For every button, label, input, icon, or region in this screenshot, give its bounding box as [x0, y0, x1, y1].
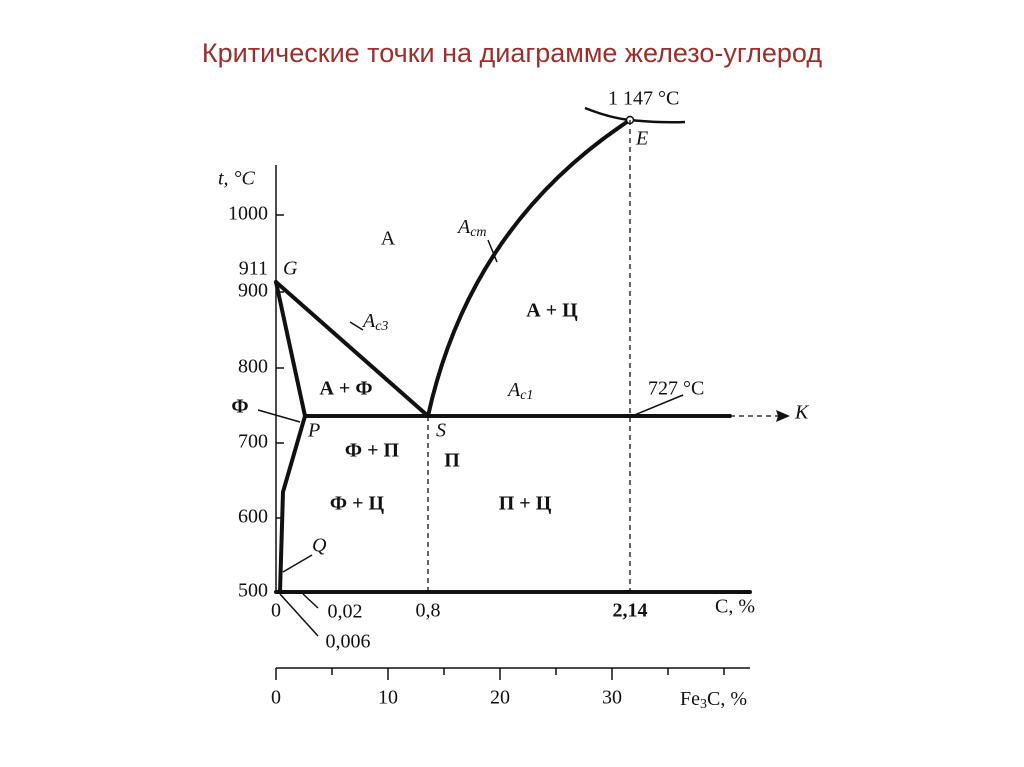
t-tick: 500	[238, 580, 268, 602]
line-label: Ac1	[506, 379, 533, 404]
region-label: А	[381, 228, 396, 250]
fe3c-tick: 20	[490, 687, 510, 709]
region-label: Ф + Ц	[330, 493, 385, 515]
point-label: K	[794, 402, 810, 424]
t-label: t, °C	[218, 168, 256, 190]
point-label: G	[283, 258, 298, 280]
c-tick: 0	[271, 600, 281, 622]
point-label: S	[436, 420, 446, 442]
region-label: Ф	[231, 396, 248, 418]
c-tick: 2,14	[613, 600, 648, 622]
fe3c-tick: 0	[271, 687, 281, 709]
t-tick: 600	[238, 506, 268, 528]
temp-label: 1 147 °C	[608, 88, 679, 110]
t-tick: 700	[238, 431, 268, 453]
t-tick: 1000	[228, 203, 268, 225]
region-label: А + Ф	[319, 378, 372, 400]
c-tick: 0,006	[326, 631, 371, 653]
point-label: P	[307, 420, 320, 442]
point-label: E	[635, 128, 648, 150]
t-tick: 900	[238, 280, 268, 302]
fe3c-label: Fe3C, %	[680, 688, 747, 713]
point-label: Q	[312, 535, 327, 557]
c-tick: 0,8	[416, 600, 441, 622]
region-label: Ф + П	[345, 440, 400, 462]
fe3c-tick: 30	[602, 687, 622, 709]
title: Критические точки на диаграмме железо-уг…	[202, 38, 822, 68]
c-label: C, %	[715, 596, 755, 618]
region-label: А + Ц	[526, 300, 578, 322]
region-label: П	[444, 450, 460, 472]
fe3c-tick: 10	[378, 687, 398, 709]
region-label: П + Ц	[499, 493, 552, 515]
t-tick: 911	[239, 258, 268, 280]
temp-label: 727 °C	[648, 378, 704, 400]
axes	[274, 165, 752, 680]
t-tick: 800	[238, 356, 268, 378]
line-label: Ac3	[361, 310, 388, 335]
line-label: Acm	[456, 216, 487, 241]
c-tick: 0,02	[328, 601, 363, 623]
phase-lines	[257, 106, 790, 637]
